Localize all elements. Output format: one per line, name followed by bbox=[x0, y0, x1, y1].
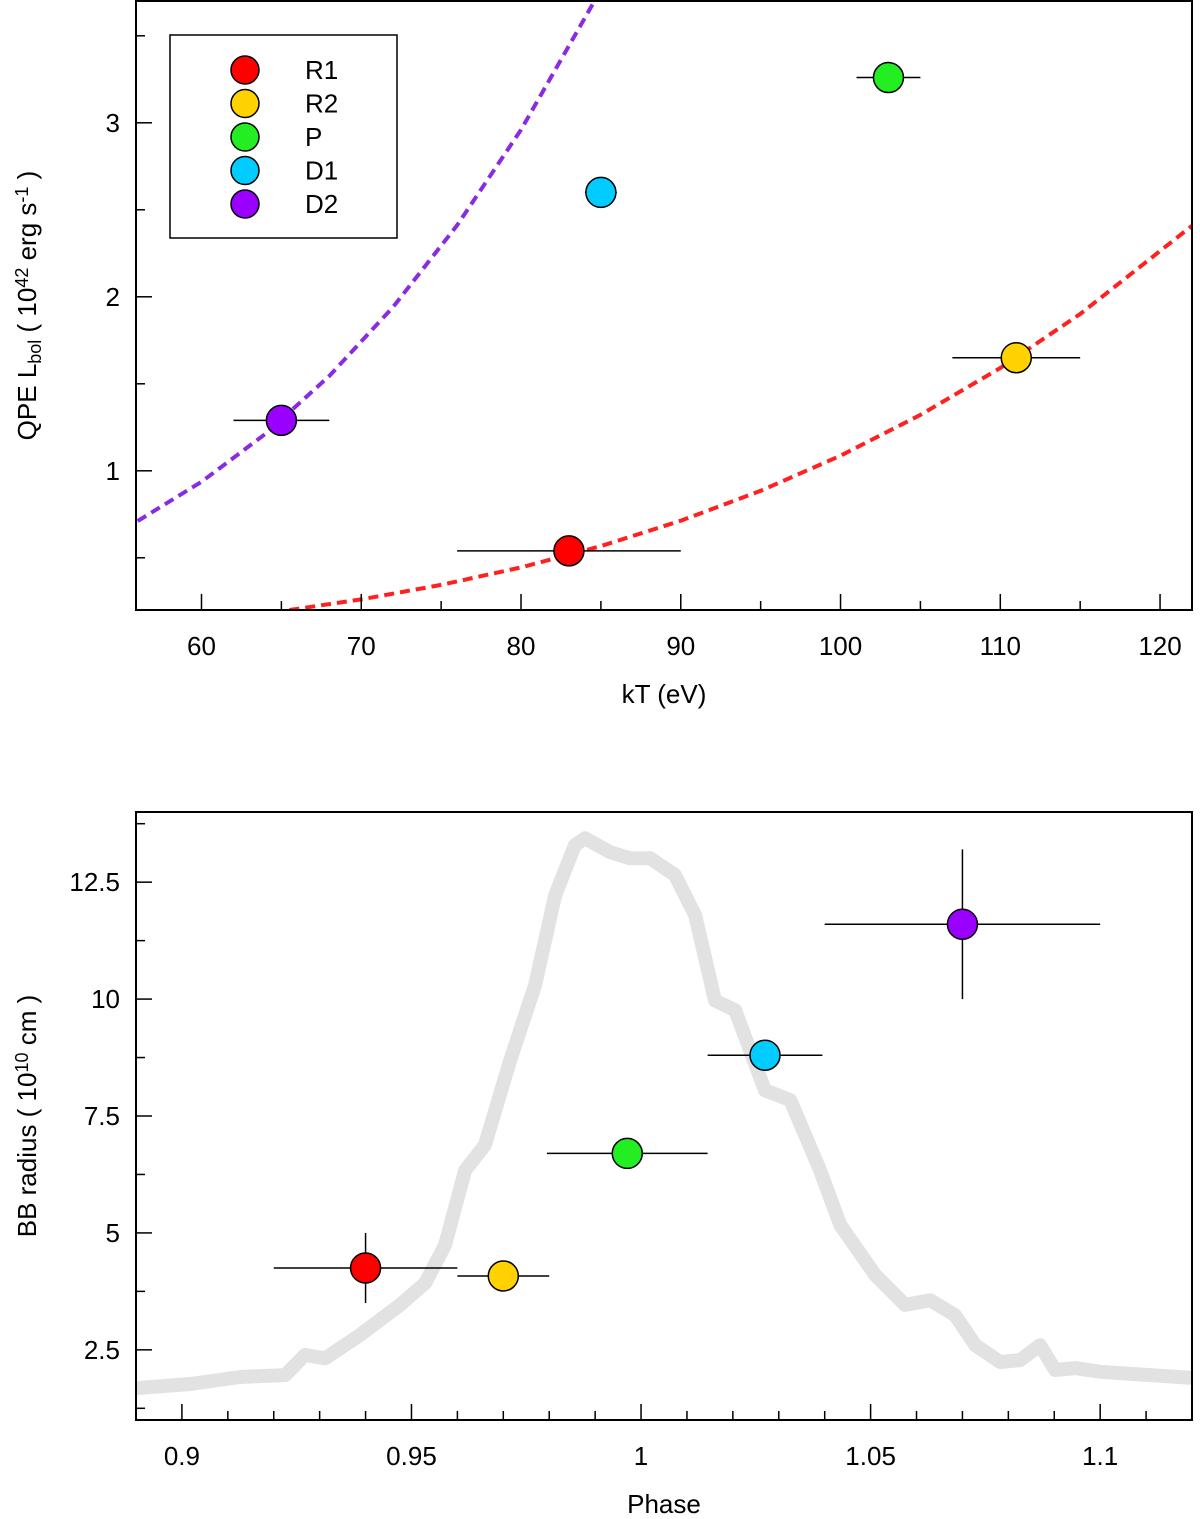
plot-frame bbox=[135, 0, 1193, 611]
legend-marker bbox=[230, 88, 260, 119]
y-axis-label-part: ) bbox=[12, 171, 42, 187]
curve bbox=[136, 1, 597, 523]
x-tick-label: 100 bbox=[819, 631, 862, 661]
legend-marker bbox=[230, 189, 260, 219]
legend-frame bbox=[169, 34, 398, 239]
legend-label: D1 bbox=[305, 156, 338, 186]
plot-area bbox=[136, 1, 1192, 610]
y-axis-label-part: ( 10 bbox=[12, 288, 42, 340]
y-axis-label-part: QPE L bbox=[12, 364, 42, 441]
x-axis-label: Phase bbox=[627, 1489, 701, 1519]
panel: 60 70 80 90 100 110 120 1 2 3 kT (eV) QPE Lbol ( 10… bbox=[12, 0, 1193, 709]
curve bbox=[136, 831, 1192, 1396]
legend-label: R1 bbox=[305, 55, 338, 85]
point bbox=[585, 176, 617, 209]
x-tick-label: 110 bbox=[980, 631, 1021, 661]
plot-area bbox=[136, 831, 1192, 1396]
y-axis-label-part: erg s bbox=[12, 203, 42, 268]
y-axis-label-part: 42 bbox=[12, 268, 32, 288]
x-tick-label: 0.9 bbox=[164, 1441, 200, 1471]
point bbox=[872, 61, 905, 94]
plot-frame bbox=[135, 811, 1193, 1421]
x-tick-label: 70 bbox=[347, 631, 376, 661]
curve bbox=[289, 224, 1192, 610]
y-tick-label: 2.5 bbox=[84, 1335, 120, 1365]
y-tick-label: 10 bbox=[91, 984, 120, 1014]
y-axis-label-part: -1 bbox=[12, 187, 32, 203]
y-axis-label-part: BB radius ( 10 bbox=[12, 1073, 42, 1238]
point bbox=[611, 1137, 644, 1170]
y-axis-label-part: bol bbox=[25, 340, 45, 364]
x-tick-label: 120 bbox=[1138, 631, 1181, 661]
point bbox=[265, 404, 298, 437]
y-tick-label: 2 bbox=[106, 282, 120, 312]
panel: 0.9 0.95 1 1.05 1.1 2.5 5 7.5 10 12.5 Phase BB radi… bbox=[12, 811, 1193, 1519]
legend-label: R2 bbox=[305, 89, 338, 119]
x-tick-label: 80 bbox=[507, 631, 536, 661]
y-tick-label: 5 bbox=[106, 1218, 120, 1248]
x-tick-label: 1 bbox=[634, 1441, 648, 1471]
y-tick-label: 1 bbox=[106, 456, 120, 486]
y-tick-label: 3 bbox=[106, 108, 120, 138]
y-axis-label-part: 10 bbox=[12, 1052, 32, 1072]
x-tick-label: 60 bbox=[187, 631, 216, 661]
point bbox=[1000, 341, 1033, 374]
legend-marker bbox=[230, 155, 260, 186]
legend-label: P bbox=[305, 122, 322, 152]
legend-marker bbox=[230, 122, 260, 152]
point bbox=[553, 535, 585, 567]
point bbox=[749, 1039, 781, 1071]
y-tick-label: 7.5 bbox=[84, 1101, 120, 1131]
point bbox=[487, 1260, 520, 1292]
x-tick-label: 1.1 bbox=[1082, 1441, 1118, 1471]
x-tick-label: 0.95 bbox=[386, 1441, 437, 1471]
x-axis-label: kT (eV) bbox=[622, 679, 707, 709]
x-tick-label: 1.05 bbox=[845, 1441, 896, 1471]
y-tick-label: 12.5 bbox=[69, 867, 120, 897]
y-axis-label: QPE Lbol ( 1042 erg s-1 ) bbox=[12, 171, 45, 441]
y-axis-label-part: cm ) bbox=[12, 995, 42, 1053]
y-axis-label: BB radius ( 1010 cm ) bbox=[12, 995, 42, 1238]
legend-marker bbox=[230, 55, 260, 85]
point bbox=[349, 1252, 382, 1284]
legend-label: D2 bbox=[305, 189, 338, 219]
point bbox=[946, 908, 979, 940]
x-tick-label: 90 bbox=[666, 631, 695, 661]
